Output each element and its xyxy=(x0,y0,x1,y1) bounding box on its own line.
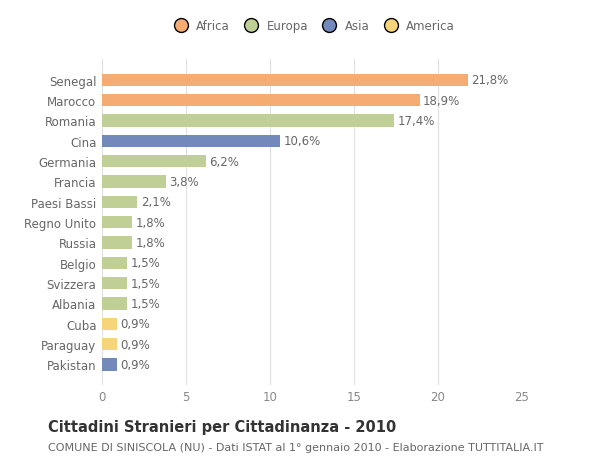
Bar xyxy=(102,115,394,127)
Text: 1,5%: 1,5% xyxy=(131,277,160,290)
Text: 1,8%: 1,8% xyxy=(136,216,166,229)
Text: 2,1%: 2,1% xyxy=(140,196,170,209)
Bar xyxy=(102,176,166,188)
Text: 1,5%: 1,5% xyxy=(131,257,160,270)
Bar xyxy=(102,237,132,249)
Text: 0,9%: 0,9% xyxy=(121,358,150,371)
Bar xyxy=(102,277,127,290)
Bar xyxy=(102,257,127,269)
Text: 18,9%: 18,9% xyxy=(423,95,460,107)
Bar xyxy=(102,135,280,147)
Bar xyxy=(102,196,137,208)
Bar xyxy=(102,74,468,87)
Bar xyxy=(102,217,132,229)
Text: 21,8%: 21,8% xyxy=(472,74,509,87)
Bar xyxy=(102,156,206,168)
Text: 3,8%: 3,8% xyxy=(169,175,199,189)
Text: Cittadini Stranieri per Cittadinanza - 2010: Cittadini Stranieri per Cittadinanza - 2… xyxy=(48,419,396,434)
Bar xyxy=(102,298,127,310)
Bar xyxy=(102,358,117,371)
Text: COMUNE DI SINISCOLA (NU) - Dati ISTAT al 1° gennaio 2010 - Elaborazione TUTTITAL: COMUNE DI SINISCOLA (NU) - Dati ISTAT al… xyxy=(48,442,544,452)
Text: 0,9%: 0,9% xyxy=(121,338,150,351)
Bar xyxy=(102,338,117,351)
Text: 6,2%: 6,2% xyxy=(209,155,239,168)
Bar xyxy=(102,95,419,107)
Text: 17,4%: 17,4% xyxy=(398,115,435,128)
Text: 10,6%: 10,6% xyxy=(283,135,320,148)
Bar xyxy=(102,318,117,330)
Text: 0,9%: 0,9% xyxy=(121,318,150,330)
Legend: Africa, Europa, Asia, America: Africa, Europa, Asia, America xyxy=(169,20,455,33)
Text: 1,8%: 1,8% xyxy=(136,236,166,249)
Text: 1,5%: 1,5% xyxy=(131,297,160,310)
